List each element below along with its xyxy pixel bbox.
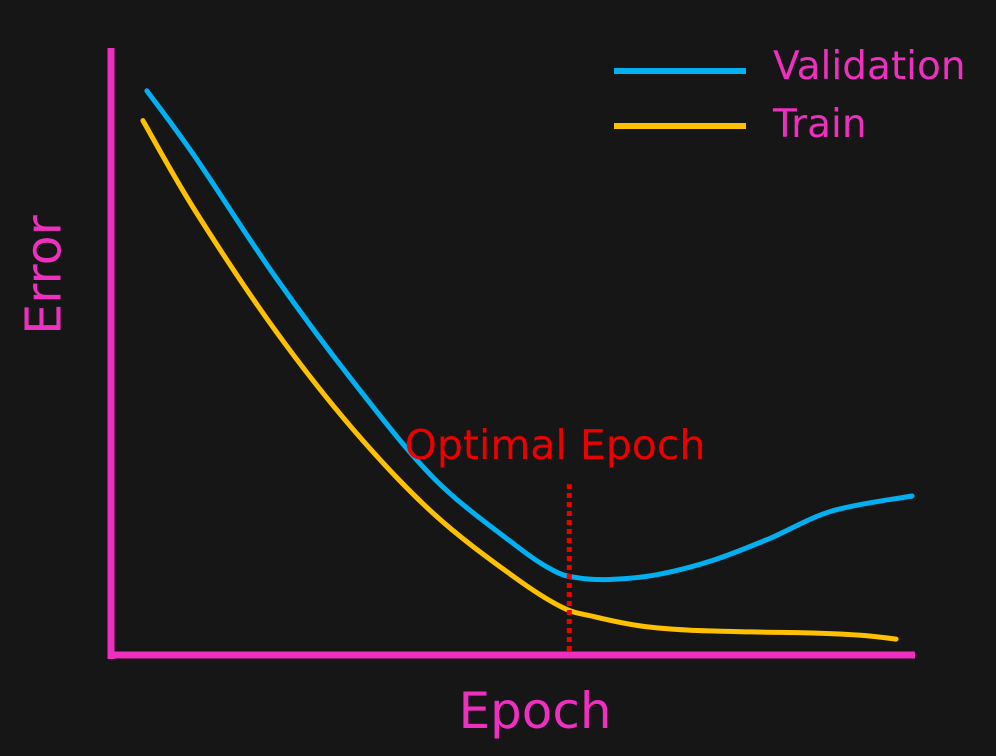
- series-layer: [140, 88, 915, 642]
- x-axis-label: Epoch: [458, 682, 611, 740]
- optimal-epoch-label: Optimal Epoch: [405, 421, 706, 469]
- y-axis-label: Error: [16, 214, 73, 334]
- series-line-train: [140, 118, 899, 642]
- legend-label-validation: Validation: [773, 44, 966, 89]
- legend-label-train: Train: [772, 102, 867, 147]
- legend: Validation Train: [614, 44, 966, 147]
- series-line-validation: [144, 88, 915, 583]
